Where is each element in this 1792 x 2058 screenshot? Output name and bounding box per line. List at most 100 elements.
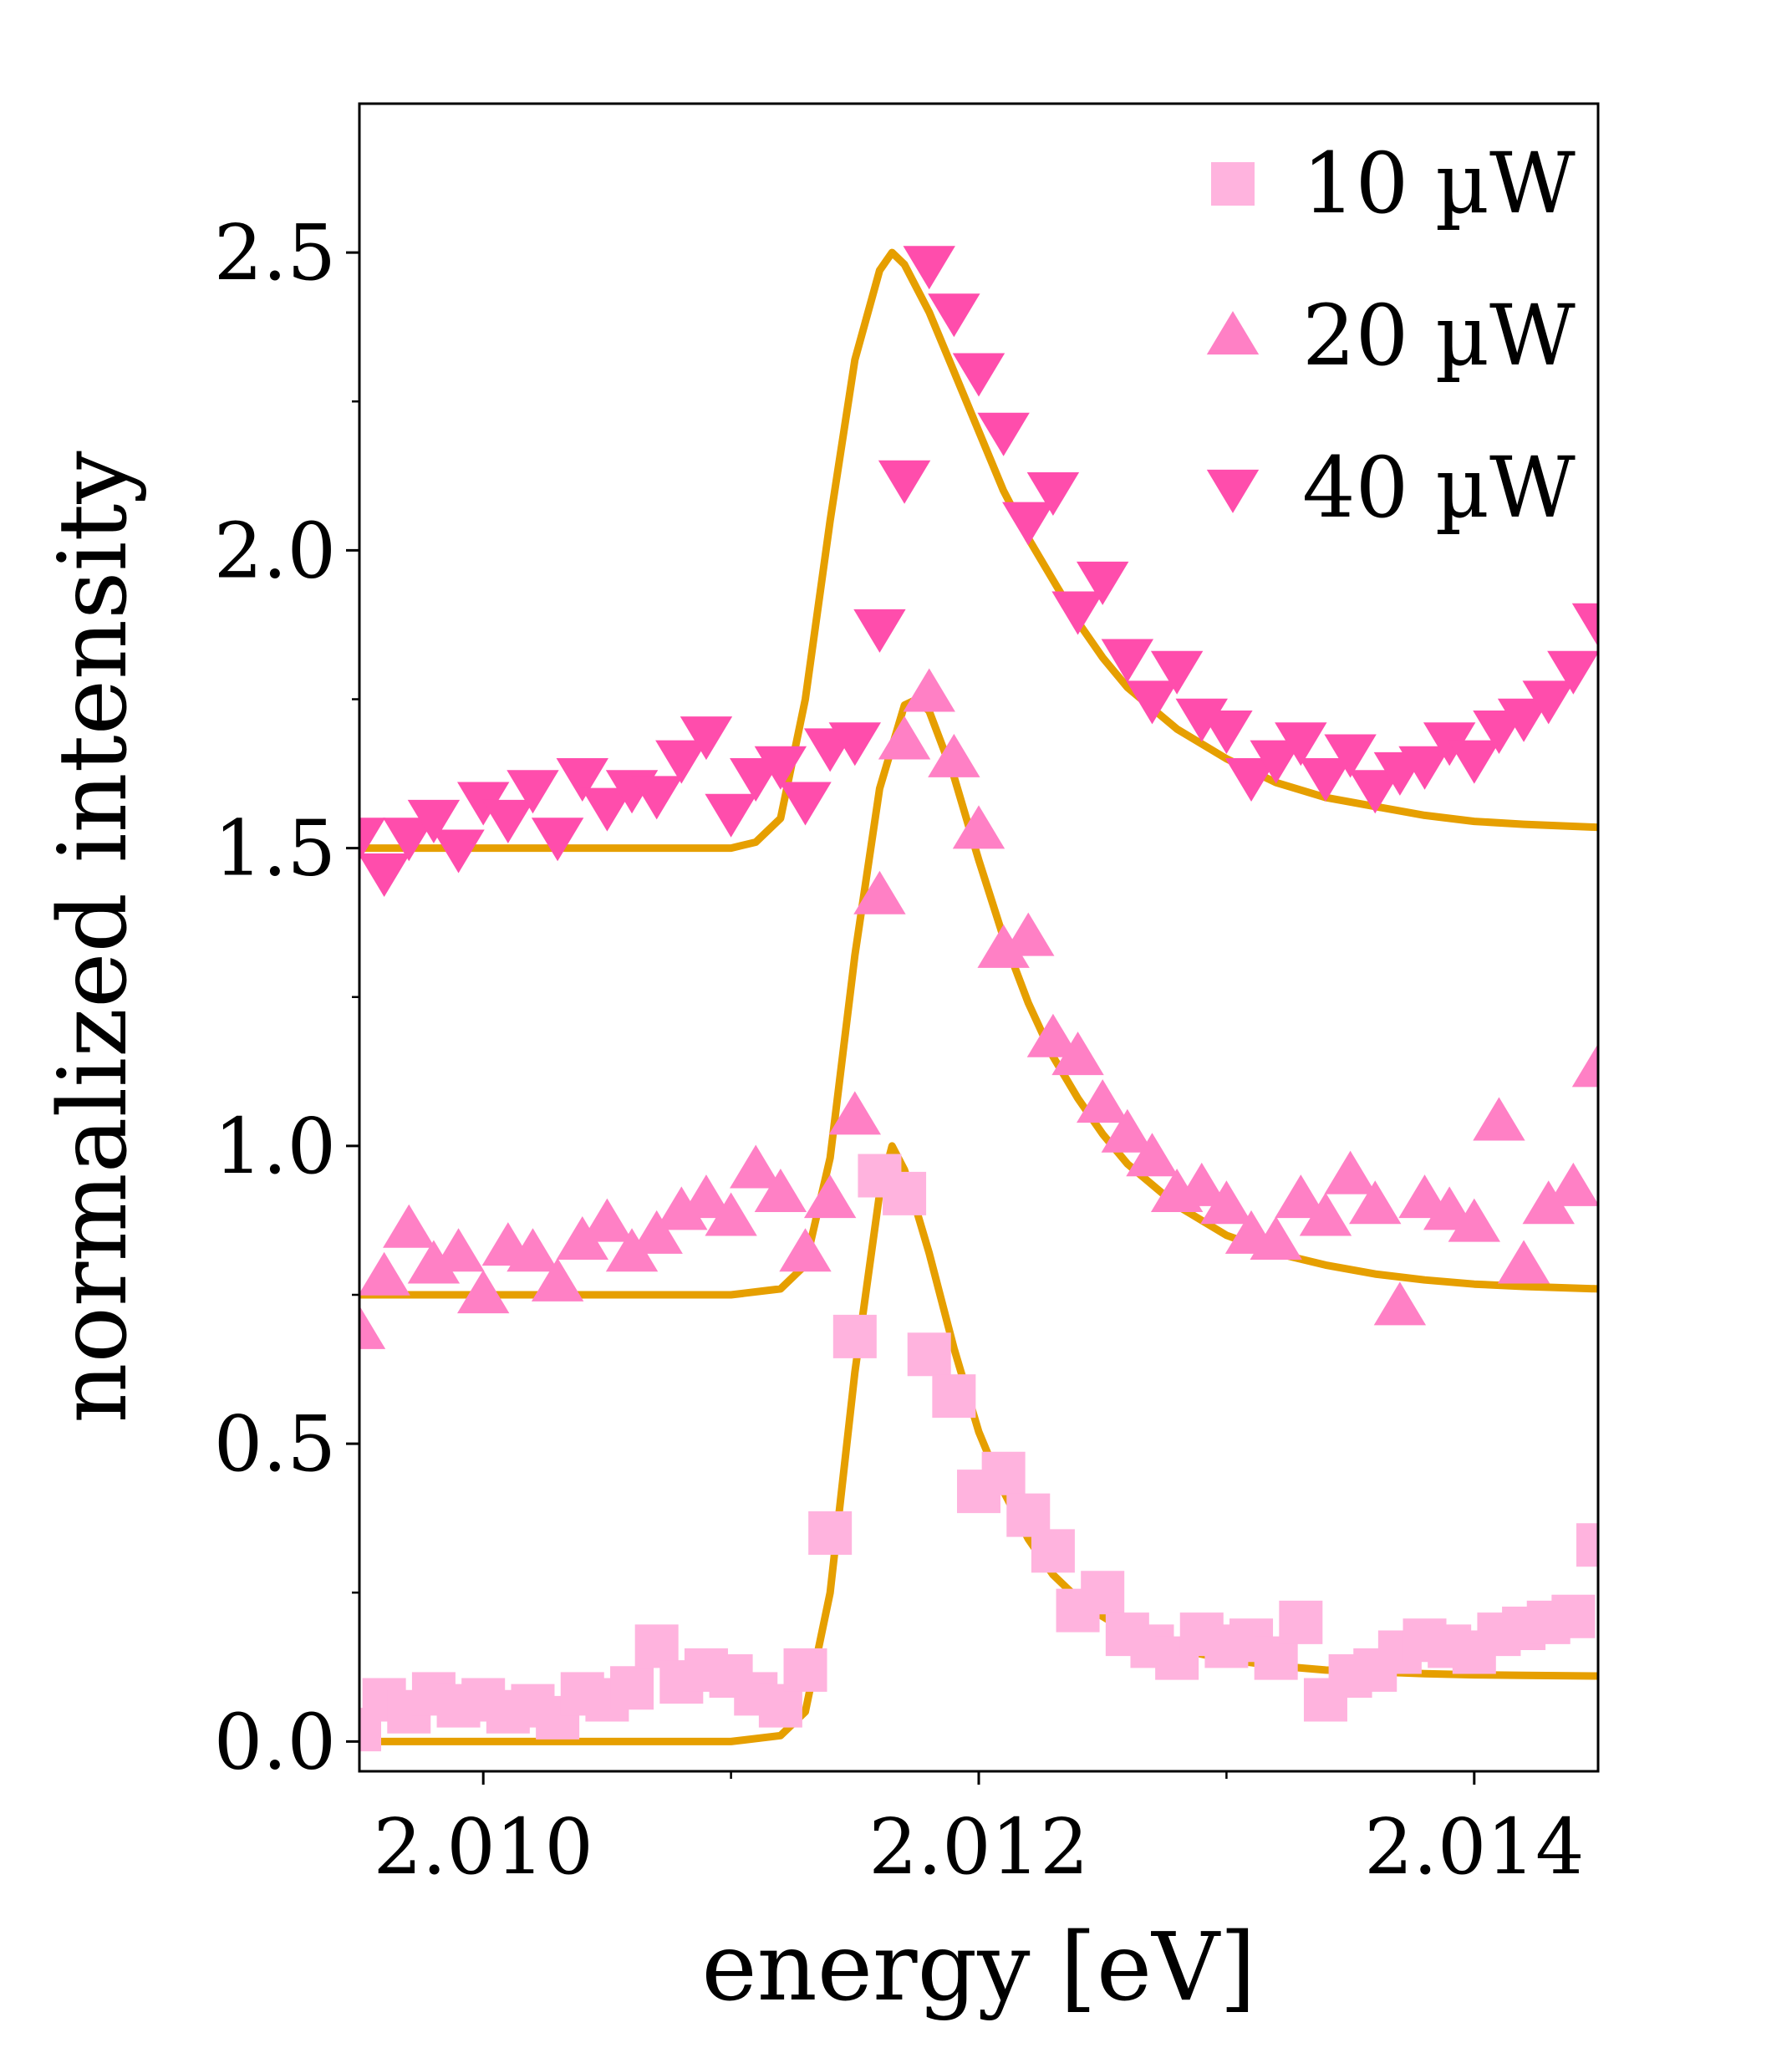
- legend-entry: 20 µW: [1206, 287, 1576, 385]
- data-point: [705, 793, 757, 838]
- data-point: [1299, 1192, 1352, 1236]
- data-point: [1547, 650, 1598, 695]
- data-point: [1200, 711, 1253, 755]
- data-point: [903, 246, 955, 290]
- data-point: [1324, 734, 1377, 778]
- data-point: [928, 733, 980, 777]
- data-point: [531, 1257, 584, 1302]
- data-point: [359, 853, 410, 898]
- legend-label: 10 µW: [1302, 135, 1576, 232]
- y-tick-label: 1.5: [214, 804, 336, 894]
- series-2: [359, 668, 1598, 1349]
- data-point: [1250, 740, 1302, 784]
- data-point: [783, 1648, 827, 1692]
- data-point: [779, 782, 832, 826]
- data-point: [1324, 1150, 1377, 1195]
- data-point: [1551, 1594, 1596, 1638]
- data-point: [1423, 722, 1476, 767]
- data-point: [531, 818, 584, 862]
- ticks: 2.010 2.012 2.014 0.0 0.5 1.0 1.5 2.0 2.5: [214, 208, 1585, 1892]
- data-point: [1275, 722, 1327, 767]
- data-point: [1081, 1571, 1125, 1615]
- data-point: [1077, 1079, 1129, 1123]
- data-point: [1101, 639, 1154, 683]
- legend: 10 µW 20 µW 40 µW: [1206, 135, 1576, 537]
- data-point: [605, 1228, 659, 1272]
- legend-label: 40 µW: [1302, 439, 1576, 537]
- data-point: [853, 609, 906, 653]
- data-point: [705, 1192, 757, 1236]
- data-point: [457, 1270, 510, 1314]
- data-point: [1031, 1529, 1075, 1573]
- data-point: [1349, 770, 1402, 814]
- fit-line-3: [359, 248, 1598, 853]
- data-point: [1299, 758, 1352, 802]
- data-point: [754, 746, 807, 790]
- x-axis-title: energy [eV]: [701, 1913, 1255, 2022]
- data-point: [407, 1240, 461, 1284]
- data-point: [680, 716, 733, 761]
- data-point: [507, 770, 559, 814]
- data-point: [853, 870, 906, 914]
- data-point: [1448, 740, 1500, 784]
- data-point: [977, 412, 1030, 456]
- data-point: [1126, 1133, 1179, 1177]
- data-point: [878, 460, 931, 504]
- y-axis-title: normalized intensity: [39, 451, 148, 1423]
- data-point: [779, 1228, 832, 1272]
- data-point: [432, 1228, 485, 1272]
- data-point: [907, 1332, 951, 1377]
- data-point: [828, 722, 881, 767]
- data-point: [507, 1228, 559, 1272]
- data-point: [1547, 1162, 1598, 1206]
- legend-entry: 40 µW: [1206, 439, 1576, 537]
- data-point: [1002, 912, 1055, 956]
- data-point: [1373, 1281, 1427, 1326]
- legend-marker: [1206, 469, 1260, 513]
- data-point: [828, 1091, 881, 1135]
- y-tick-label: 2.0: [214, 506, 336, 595]
- y-tick-label: 0.5: [214, 1399, 336, 1489]
- series-3: [359, 246, 1598, 898]
- data-point: [1522, 1180, 1575, 1225]
- data-point: [1279, 1600, 1323, 1644]
- data-point: [932, 1374, 976, 1419]
- data-point: [383, 818, 435, 862]
- data-point: [1576, 1523, 1598, 1567]
- x-tick-label: 2.012: [868, 1802, 1088, 1892]
- y-tick-label: 2.5: [214, 208, 336, 298]
- legend-marker: [1206, 311, 1260, 355]
- data-point: [952, 353, 1005, 397]
- legend-label: 20 µW: [1302, 287, 1576, 385]
- data-point: [1571, 603, 1598, 647]
- data-point: [730, 1144, 782, 1189]
- series-1: [359, 1154, 1598, 1752]
- data-point: [407, 799, 461, 843]
- data-point: [457, 782, 510, 826]
- data-point: [803, 1174, 857, 1219]
- data-point: [928, 293, 980, 338]
- data-point: [1077, 561, 1129, 605]
- data-point: [1026, 1013, 1080, 1057]
- data-point: [1473, 1097, 1525, 1141]
- data-point: [630, 1210, 683, 1254]
- data-point: [1175, 1162, 1228, 1206]
- data-markers: [359, 246, 1598, 1752]
- data-point: [1448, 1198, 1500, 1242]
- data-point: [610, 1666, 654, 1710]
- data-point: [1101, 1108, 1154, 1153]
- data-point: [359, 818, 386, 862]
- data-point: [1026, 472, 1080, 517]
- data-point: [977, 924, 1030, 968]
- data-point: [1150, 650, 1204, 695]
- y-tick-label: 0.0: [214, 1697, 336, 1786]
- data-point: [655, 1186, 708, 1230]
- legend-entry: 10 µW: [1211, 135, 1576, 232]
- x-tick-label: 2.014: [1364, 1802, 1584, 1892]
- data-point: [981, 1451, 1026, 1495]
- data-point: [1522, 680, 1575, 725]
- data-point: [1224, 758, 1278, 802]
- data-point: [808, 1511, 853, 1555]
- data-point: [581, 787, 634, 832]
- data-point: [1175, 698, 1228, 742]
